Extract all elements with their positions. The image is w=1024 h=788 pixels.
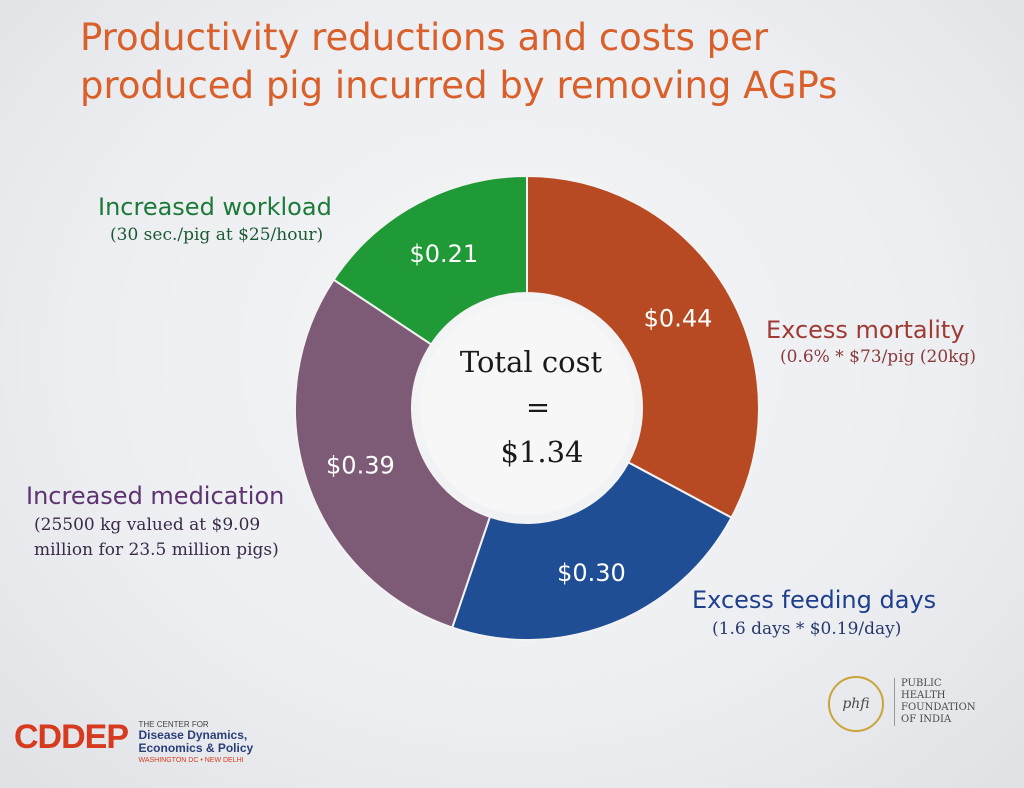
cddep-line-2: Disease Dynamics, [138, 728, 248, 742]
slide-title: Productivity reductions and costs per pr… [80, 14, 980, 110]
label-feeding-title: Excess feeding days [692, 586, 936, 614]
phfi-seal-icon: phfi [828, 676, 884, 732]
label-medication-note-2: million for 23.5 million pigs) [34, 540, 279, 560]
center-equals: = [526, 390, 550, 424]
phfi-mark: phfi [842, 696, 870, 712]
label-workload-title: Increased workload [98, 193, 332, 221]
center-total-value: $1.34 [500, 435, 583, 469]
cddep-logo: CDDEP THE CENTER FOR Disease Dynamics, E… [14, 718, 253, 764]
slice-value-excess-feeding-days: $0.30 [557, 559, 626, 587]
phfi-line-4: OF INDIA [901, 714, 952, 725]
label-feeding-note: (1.6 days * $0.19/day) [712, 619, 901, 639]
center-total-label: Total cost [460, 345, 603, 379]
cddep-logo-text: THE CENTER FOR Disease Dynamics, Economi… [138, 720, 253, 764]
label-mortality-note: (0.6% * $73/pig (20kg) [780, 347, 976, 367]
slice-increased-medication [294, 278, 492, 629]
slice-excess-mortality [526, 174, 760, 520]
phfi-line-3: FOUNDATION [901, 702, 976, 713]
title-line-2: produced pig incurred by removing AGPs [80, 64, 838, 107]
label-medication-title: Increased medication [26, 482, 284, 510]
phfi-line-1: PUBLIC [901, 678, 942, 689]
donut-hole [420, 301, 634, 515]
donut-slices [294, 174, 760, 641]
slice-value-excess-mortality: $0.44 [644, 305, 713, 333]
phfi-line-2: HEALTH [901, 690, 946, 701]
phfi-words: PUBLIC HEALTH FOUNDATION OF INDIA [894, 678, 976, 726]
slice-value-increased-medication: $0.39 [326, 452, 395, 480]
label-workload-note: (30 sec./pig at $25/hour) [110, 225, 323, 245]
cddep-line-4: WASHINGTON DC • NEW DELHI [138, 757, 244, 764]
title-line-1: Productivity reductions and costs per [80, 16, 769, 59]
cddep-logo-mark: CDDEP [14, 718, 129, 756]
slice-excess-feeding-days [450, 461, 733, 641]
label-medication-note-1: (25500 kg valued at $9.09 [34, 515, 260, 535]
slice-value-increased-workload: $0.21 [409, 240, 478, 268]
cddep-line-1: THE CENTER FOR [138, 720, 209, 729]
slice-value-labels: $0.44 $0.30 $0.39 $0.21 [326, 240, 712, 587]
phfi-logo: phfi PUBLIC HEALTH FOUNDATION OF INDIA [828, 672, 998, 732]
cddep-line-3: Economics & Policy [138, 741, 254, 755]
slice-increased-workload [332, 174, 528, 346]
label-mortality-title: Excess mortality [766, 316, 965, 344]
